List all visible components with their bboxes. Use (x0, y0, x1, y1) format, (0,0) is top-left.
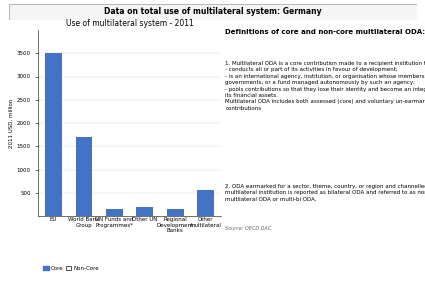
Text: Source: OECD DAC: Source: OECD DAC (225, 226, 272, 231)
Bar (106, 209, 123, 216)
Y-axis label: 2011 USD, million: 2011 USD, million (9, 98, 14, 148)
Text: Data on total use of multilateral system: Germany: Data on total use of multilateral system… (104, 8, 321, 16)
Bar (136, 207, 153, 216)
Legend: Core, Non-Core: Core, Non-Core (41, 263, 101, 273)
Bar (167, 209, 184, 216)
Title: Use of multilateral system - 2011: Use of multilateral system - 2011 (66, 19, 193, 28)
Bar (197, 190, 214, 216)
Text: 1. Multilateral ODA is a core contribution made to a recipient institution that:: 1. Multilateral ODA is a core contributi… (225, 61, 425, 111)
Text: Definitions of core and non-core multilateral ODA:: Definitions of core and non-core multila… (225, 29, 425, 35)
Text: 2. ODA earmarked for a sector, theme, country, or region and channelled through : 2. ODA earmarked for a sector, theme, co… (225, 184, 425, 202)
Bar (45, 53, 62, 216)
Bar (76, 137, 92, 216)
